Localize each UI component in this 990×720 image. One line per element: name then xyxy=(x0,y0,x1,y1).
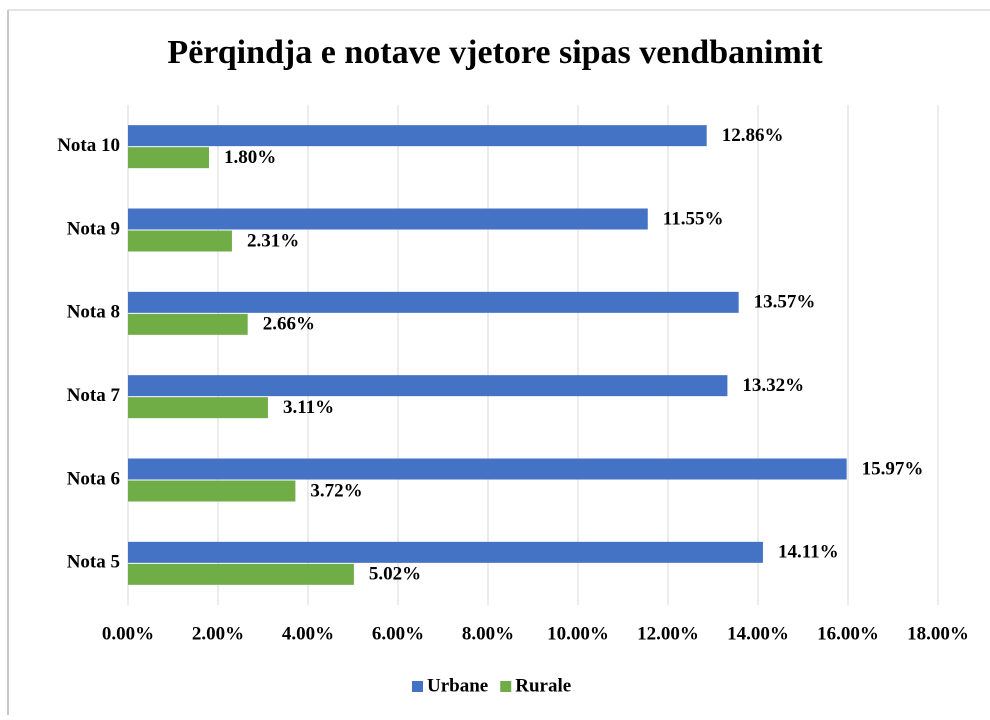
x-tick-label: 2.00% xyxy=(192,623,244,644)
y-tick-label: Nota 9 xyxy=(67,218,120,239)
bar xyxy=(128,208,648,230)
data-label: 3.11% xyxy=(283,397,334,418)
x-tick-label: 18.00% xyxy=(907,623,969,644)
legend-swatch xyxy=(500,681,512,692)
bar xyxy=(128,147,209,169)
x-tick-label: 12.00% xyxy=(637,623,699,644)
y-tick-label: Nota 10 xyxy=(57,135,120,156)
data-label: 5.02% xyxy=(369,564,421,585)
data-label: 13.32% xyxy=(742,375,804,396)
y-tick-label: Nota 6 xyxy=(67,468,120,489)
bar xyxy=(128,125,707,147)
x-tick-label: 4.00% xyxy=(282,623,334,644)
y-tick-label: Nota 8 xyxy=(67,302,120,323)
chart-title: Përqindja e notave vjetore sipas vendban… xyxy=(167,34,823,71)
x-tick-label: 14.00% xyxy=(727,623,789,644)
x-tick-label: 8.00% xyxy=(462,623,514,644)
data-label: 11.55% xyxy=(663,208,724,229)
data-label: 14.11% xyxy=(778,542,839,563)
x-tick-label: 16.00% xyxy=(817,623,879,644)
bar xyxy=(128,480,296,502)
data-label: 15.97% xyxy=(862,458,924,479)
bar xyxy=(128,458,847,480)
x-tick-label: 6.00% xyxy=(372,623,424,644)
x-tick-label: 0.00% xyxy=(102,623,154,644)
bar xyxy=(128,397,268,419)
data-label: 3.72% xyxy=(310,480,362,501)
bar xyxy=(128,291,739,313)
y-tick-label: Nota 5 xyxy=(67,552,120,573)
data-label: 2.66% xyxy=(263,314,315,335)
legend-label: Urbane xyxy=(427,675,488,696)
bar xyxy=(128,230,232,252)
data-label: 13.57% xyxy=(754,292,816,313)
bar xyxy=(128,313,248,335)
bar xyxy=(128,375,728,397)
y-tick-label: Nota 7 xyxy=(67,385,121,406)
data-label: 12.86% xyxy=(722,125,784,146)
legend-swatch xyxy=(412,681,423,692)
x-tick-label: 10.00% xyxy=(547,623,609,644)
legend-label: Rurale xyxy=(515,675,571,696)
bar xyxy=(128,541,763,563)
data-label: 2.31% xyxy=(247,230,299,251)
data-label: 1.80% xyxy=(224,147,276,168)
bar xyxy=(128,563,354,585)
